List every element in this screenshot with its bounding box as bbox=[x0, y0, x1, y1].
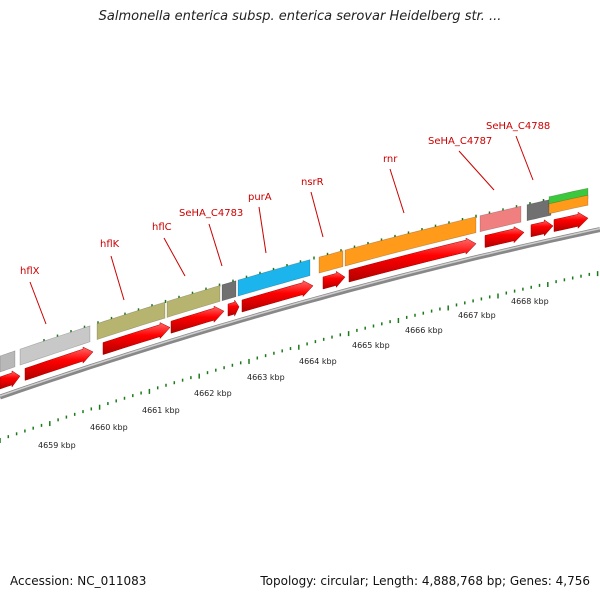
feature-label: hflK bbox=[100, 239, 120, 250]
cds-track bbox=[0, 211, 589, 390]
feature-labels: hflX hflK hflC SeHA_C4783 purA nsrR rnr SeHA_C4… bbox=[20, 121, 550, 325]
cds-arrow[interactable] bbox=[24, 346, 94, 381]
feature-track bbox=[0, 187, 589, 373]
cds-arrow[interactable] bbox=[484, 226, 525, 248]
cds-arrow[interactable] bbox=[227, 299, 240, 317]
label-leader bbox=[258, 206, 267, 254]
label-leader bbox=[458, 150, 495, 191]
feature-label: rnr bbox=[383, 154, 398, 165]
feature-label: SeHA_C4783 bbox=[179, 208, 243, 219]
genome-summary-text: Topology: circular; Length: 4,888,768 bp… bbox=[260, 574, 590, 588]
ruler-label: 4660 kbp bbox=[90, 423, 128, 432]
cds-arrow[interactable] bbox=[102, 322, 171, 355]
ruler-label: 4659 kbp bbox=[38, 441, 76, 450]
feature-label: purA bbox=[248, 192, 272, 203]
cds-arrow[interactable] bbox=[0, 370, 21, 390]
feature-band[interactable] bbox=[221, 280, 237, 302]
ruler-label: 4667 kbp bbox=[458, 311, 496, 320]
feature-label: nsrR bbox=[301, 177, 324, 188]
cds-arrow[interactable] bbox=[170, 305, 225, 334]
feature-band[interactable] bbox=[19, 325, 91, 366]
ruler-label: 4662 kbp bbox=[194, 389, 232, 398]
ruler-label: 4665 kbp bbox=[352, 341, 390, 350]
label-leader bbox=[163, 237, 186, 277]
cds-arrow[interactable] bbox=[322, 270, 346, 290]
label-leader bbox=[208, 223, 223, 267]
label-leader bbox=[515, 135, 534, 181]
label-leader bbox=[29, 281, 47, 325]
feature-label: hflX bbox=[20, 266, 40, 277]
feature-label: SeHA_C4788 bbox=[486, 121, 550, 132]
ruler-label: 4664 kbp bbox=[299, 357, 337, 366]
ruler-label: 4663 kbp bbox=[247, 373, 285, 382]
ruler-label: 4661 kbp bbox=[142, 406, 180, 415]
feature-label: SeHA_C4787 bbox=[428, 136, 492, 147]
genome-backbone bbox=[0, 227, 600, 400]
cds-arrow[interactable] bbox=[553, 211, 589, 232]
accession-text: Accession: NC_011083 bbox=[10, 574, 147, 588]
feature-band[interactable] bbox=[344, 216, 477, 267]
feature-band[interactable] bbox=[318, 250, 344, 274]
label-leader bbox=[310, 191, 324, 238]
cds-arrow[interactable] bbox=[348, 237, 477, 283]
map-title: Salmonella enterica subsp. enterica sero… bbox=[98, 9, 502, 24]
feature-band[interactable] bbox=[96, 301, 166, 341]
ruler-label: 4666 kbp bbox=[405, 326, 443, 335]
ruler-label: 4668 kbp bbox=[511, 297, 549, 306]
label-leader bbox=[110, 255, 125, 301]
feature-band[interactable] bbox=[166, 284, 221, 318]
feature-band[interactable] bbox=[479, 205, 522, 233]
feature-band[interactable] bbox=[237, 259, 311, 297]
backbone-line bbox=[0, 227, 600, 400]
cds-arrow[interactable] bbox=[530, 219, 554, 238]
feature-band[interactable] bbox=[548, 194, 589, 215]
feature-band[interactable] bbox=[0, 350, 16, 373]
backbone-highlight bbox=[0, 227, 600, 397]
label-leader bbox=[389, 168, 405, 214]
cds-arrow[interactable] bbox=[241, 280, 314, 313]
feature-label: hflC bbox=[152, 222, 172, 233]
feature-band[interactable] bbox=[526, 198, 552, 222]
kbp-ruler: 4659 kbp 4660 kbp 4661 kbp 4662 kbp 4663 kbp… bbox=[0, 271, 599, 450]
